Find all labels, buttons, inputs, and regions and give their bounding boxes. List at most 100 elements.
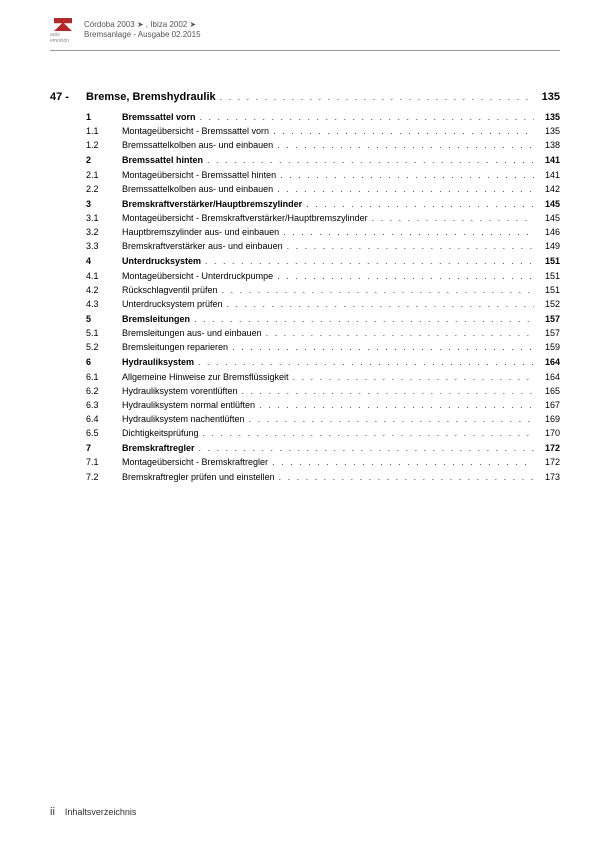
toc-entry-number: 4.1 xyxy=(50,270,122,282)
toc-entry-number: 1.2 xyxy=(50,139,122,151)
leader-dots xyxy=(195,442,534,454)
toc-entry-title: Montageübersicht - Unterdruckpumpe xyxy=(122,270,273,282)
brand-tagline: auto emoción xyxy=(50,32,76,44)
toc-entry-title: Bremssattel hinten xyxy=(122,154,203,166)
leader-dots xyxy=(194,356,534,368)
toc-entry-title: Hydrauliksystem nachentlüften xyxy=(122,413,245,425)
toc-entry-number: 7 xyxy=(50,442,122,454)
toc-entry-title: Bremsleitungen aus- und einbauen xyxy=(122,327,262,339)
page: auto emoción Córdoba 2003 ➤ , Ibiza 2002… xyxy=(0,0,600,848)
toc-entry-title: Montageübersicht - Bremssattel hinten xyxy=(122,169,276,181)
leader-dots xyxy=(268,456,534,468)
toc-section-row: 2Bremssattel hinten 141 xyxy=(50,154,560,166)
toc-entry-number: 6 xyxy=(50,356,122,368)
toc-section-row: 5Bremsleitungen157 xyxy=(50,313,560,325)
toc-entry-row: 3.2Hauptbremszylinder aus- und einbauen 1… xyxy=(50,226,560,238)
toc-entry-number: 7.2 xyxy=(50,471,122,483)
toc-entry-number: 2.2 xyxy=(50,183,122,195)
seat-logo-icon xyxy=(54,18,72,31)
toc-content: 47 - Bremse, Bremshydraulik 135 1Bremssa… xyxy=(50,51,560,800)
leader-dots xyxy=(276,169,534,181)
leader-dots xyxy=(203,154,534,166)
brand-logo: auto emoción xyxy=(50,18,76,44)
toc-entry-number: 7.1 xyxy=(50,456,122,468)
toc-entry-row: 1.2Bremssattelkolben aus- und einbauen 13… xyxy=(50,139,560,151)
toc-entry-title: Hydrauliksystem vorentlüften xyxy=(122,385,238,397)
toc-entry-title: Hydrauliksystem normal entlüften xyxy=(122,399,255,411)
leader-dots xyxy=(199,427,534,439)
toc-entry-page: 169 xyxy=(534,413,560,425)
toc-entry-number: 3 xyxy=(50,198,122,210)
toc-entry-title: Bremssattelkolben aus- und einbauen xyxy=(122,183,273,195)
toc-entry-page: 145 xyxy=(534,212,560,224)
toc-entry-title: Bremskraftregler prüfen und einstellen xyxy=(122,471,275,483)
leader-dots xyxy=(223,298,534,310)
toc-entry-row: 5.2Bremsleitungen reparieren159 xyxy=(50,341,560,353)
leader-dots xyxy=(190,313,534,325)
toc-entry-title: Allgemeine Hinweise zur Bremsflüssigkeit xyxy=(122,371,289,383)
toc-entry-page: 157 xyxy=(534,313,560,325)
toc-entry-title: Bremsleitungen reparieren xyxy=(122,341,228,353)
toc-entry-row: 2.1Montageübersicht - Bremssattel hinten… xyxy=(50,169,560,181)
toc-entry-title: Rückschlagventil prüfen xyxy=(122,284,218,296)
toc-entry-title: Bremssattelkolben aus- und einbauen xyxy=(122,139,273,151)
toc-entry-number: 1.1 xyxy=(50,125,122,137)
toc-entry-page: 164 xyxy=(534,356,560,368)
chapter-page: 135 xyxy=(534,91,560,103)
toc-entry-page: 135 xyxy=(534,125,560,137)
toc-entry-page: 173 xyxy=(534,471,560,483)
model-1: Córdoba 2003 xyxy=(84,20,135,29)
toc-entry-title: Bremsleitungen xyxy=(122,313,190,325)
toc-entry-page: 138 xyxy=(534,139,560,151)
toc-entry-page: 135 xyxy=(534,111,560,123)
toc-entry-title: Bremskraftverstärker aus- und einbauen xyxy=(122,240,283,252)
toc-section-row: 1Bremssattel vorn135 xyxy=(50,111,560,123)
toc-entry-title: Hauptbremszylinder aus- und einbauen xyxy=(122,226,279,238)
leader-dots xyxy=(216,92,534,102)
toc-entry-row: 7.1Montageübersicht - Bremskraftregler17… xyxy=(50,456,560,468)
toc-entry-row: 3.1Montageübersicht - Bremskraftverstärk… xyxy=(50,212,560,224)
leader-dots xyxy=(275,471,534,483)
toc-entry-number: 3.2 xyxy=(50,226,122,238)
leader-dots xyxy=(302,198,534,210)
leader-dots xyxy=(196,111,534,123)
toc-entry-title: Montageübersicht - Bremskraftverstärker/… xyxy=(122,212,368,224)
toc-entry-number: 4 xyxy=(50,255,122,267)
toc-section-row: 4Unterdrucksystem151 xyxy=(50,255,560,267)
toc-entry-number: 2 xyxy=(50,154,122,166)
toc-entry-page: 151 xyxy=(534,270,560,282)
toc-entry-page: 164 xyxy=(534,371,560,383)
toc-entry-page: 146 xyxy=(534,226,560,238)
toc-entry-title: Dichtigkeitsprüfung xyxy=(122,427,199,439)
toc-section-row: 3Bremskraftverstärker/Hauptbremszylinder… xyxy=(50,198,560,210)
leader-dots xyxy=(201,255,534,267)
toc-entry-number: 4.2 xyxy=(50,284,122,296)
footer-page-number: ii xyxy=(50,806,55,818)
toc-entry-page: 170 xyxy=(534,427,560,439)
toc-entry-page: 142 xyxy=(534,183,560,195)
toc-entry-row: 5.1Bremsleitungen aus- und einbauen157 xyxy=(50,327,560,339)
toc-entry-page: 172 xyxy=(534,442,560,454)
chapter-title: Bremse, Bremshydraulik xyxy=(86,91,216,103)
toc-entry-page: 157 xyxy=(534,327,560,339)
toc-entry-page: 165 xyxy=(534,385,560,397)
toc-entry-row: 1.1Montageübersicht - Bremssattel vorn13… xyxy=(50,125,560,137)
toc-entry-number: 6.4 xyxy=(50,413,122,425)
toc-entry-row: 6.5Dichtigkeitsprüfung170 xyxy=(50,427,560,439)
toc-entry-number: 4.3 xyxy=(50,298,122,310)
chapter-heading: 47 - Bremse, Bremshydraulik 135 xyxy=(50,91,560,103)
toc-entry-page: 141 xyxy=(534,169,560,181)
toc-entry-page: 151 xyxy=(534,255,560,267)
toc-entry-page: 159 xyxy=(534,341,560,353)
header-text-block: Córdoba 2003 ➤ , Ibiza 2002 ➤ Bremsanlag… xyxy=(84,18,201,41)
toc-entry-number: 2.1 xyxy=(50,169,122,181)
toc-entry-page: 167 xyxy=(534,399,560,411)
toc-entry-row: 4.2Rückschlagventil prüfen151 xyxy=(50,284,560,296)
arrow-icon: ➤ xyxy=(137,20,144,29)
toc-entry-page: 141 xyxy=(534,154,560,166)
toc-entry-page: 149 xyxy=(534,240,560,252)
toc-list: 1Bremssattel vorn1351.1Montageübersicht … xyxy=(50,111,560,483)
toc-entry-row: 3.3Bremskraftverstärker aus- und einbaue… xyxy=(50,240,560,252)
leader-dots xyxy=(273,139,534,151)
toc-entry-row: 6.3Hydrauliksystem normal entlüften167 xyxy=(50,399,560,411)
